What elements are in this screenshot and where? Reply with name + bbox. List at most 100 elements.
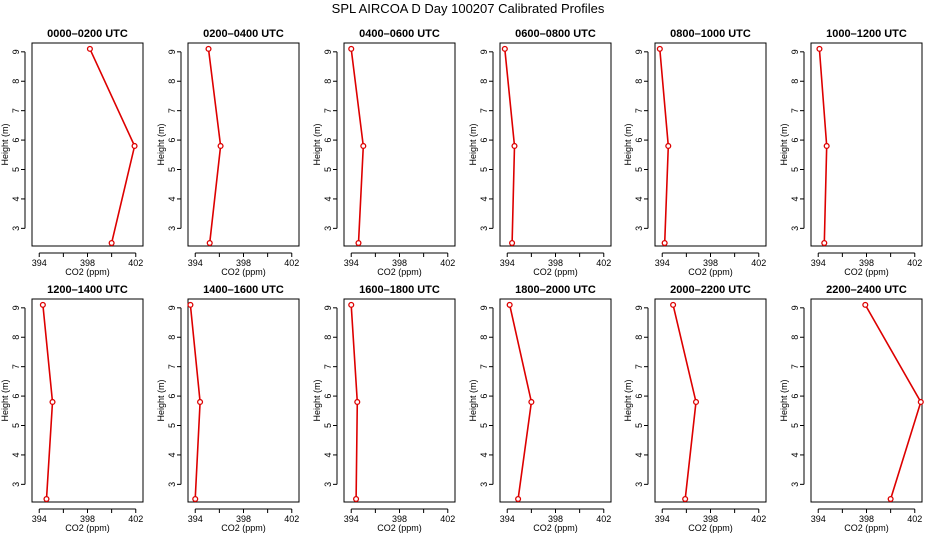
y-tick-label: 3: [167, 226, 177, 231]
y-tick-label: 5: [323, 167, 333, 172]
x-axis-label: CO2 (ppm): [688, 523, 733, 533]
data-point: [661, 240, 668, 247]
y-tick-label: 3: [634, 226, 644, 231]
x-tick-label: 394: [500, 514, 515, 524]
x-tick-label: 398: [548, 514, 563, 524]
x-tick-label: 394: [500, 258, 515, 268]
x-axis-label: CO2 (ppm): [377, 523, 422, 533]
profile-line: [864, 304, 922, 500]
x-tick-label: 402: [907, 258, 922, 268]
y-tick-label: 8: [790, 79, 800, 84]
chart-panel: 0600–0800 UTC 394 398 402 CO2 (ppm) 3 4 5 6 7 8 9 He…: [468, 28, 612, 277]
x-tick-label: 394: [344, 514, 359, 524]
x-axis-label: CO2 (ppm): [221, 267, 266, 277]
y-tick-label: 7: [11, 364, 21, 369]
data-point: [206, 240, 213, 247]
x-tick-label: 398: [859, 258, 874, 268]
panel-title: 0400–0600 UTC: [359, 28, 440, 40]
y-tick-label: 6: [479, 138, 489, 143]
y-axis-label: Height (m): [468, 123, 478, 165]
y-tick-label: 5: [790, 167, 800, 172]
y-tick-label: 7: [634, 364, 644, 369]
x-tick-label: 402: [751, 258, 766, 268]
y-tick-label: 4: [479, 196, 489, 201]
x-axis-label: CO2 (ppm): [377, 267, 422, 277]
y-tick-label: 8: [479, 79, 489, 84]
y-tick-label: 6: [634, 394, 644, 399]
y-tick-label: 7: [479, 108, 489, 113]
data-point: [353, 496, 360, 503]
y-axis-label: Height (m): [312, 379, 322, 421]
data-point: [187, 301, 194, 308]
chart-panel: 1400–1600 UTC 394 398 402 CO2 (ppm) 3 4 5 6 7 8 9 He…: [156, 284, 300, 533]
y-tick-label: 3: [479, 226, 489, 231]
chart-panel: 1800–2000 UTC 394 398 402 CO2 (ppm) 3 4 5 6 7 8 9 He…: [468, 284, 612, 533]
chart-panel: 1200–1400 UTC 394 398 402 CO2 (ppm) 3 4 5 6 7 8 9 He…: [0, 284, 144, 533]
data-point: [682, 496, 689, 503]
data-point: [49, 398, 56, 406]
data-point: [192, 496, 199, 503]
data-point: [509, 240, 516, 247]
y-tick-label: 4: [167, 196, 177, 201]
profile-line: [89, 48, 136, 244]
x-tick-label: 402: [128, 514, 143, 524]
plot-frame: [31, 298, 144, 503]
x-tick-label: 398: [859, 514, 874, 524]
y-tick-label: 9: [634, 305, 644, 310]
data-point: [348, 301, 355, 308]
chart-panel: 0400–0600 UTC 394 398 402 CO2 (ppm) 3 4 5 6 7 8 9 He…: [312, 28, 456, 277]
data-point: [360, 142, 367, 150]
y-tick-label: 8: [11, 335, 21, 340]
y-tick-label: 4: [790, 196, 800, 201]
y-tick-label: 4: [323, 196, 333, 201]
plot-frame: [31, 42, 144, 247]
data-point: [354, 398, 361, 406]
x-tick-label: 398: [703, 514, 718, 524]
x-tick-label: 402: [907, 514, 922, 524]
y-tick-label: 7: [323, 108, 333, 113]
data-point: [821, 240, 828, 247]
x-tick-label: 394: [344, 258, 359, 268]
y-tick-label: 4: [634, 452, 644, 457]
x-tick-label: 398: [236, 514, 251, 524]
profile-line: [508, 304, 533, 500]
y-tick-label: 3: [790, 226, 800, 231]
y-axis-label: Height (m): [779, 123, 789, 165]
y-tick-label: 7: [167, 364, 177, 369]
y-tick-label: 5: [634, 423, 644, 428]
panel-title: 1000–1200 UTC: [826, 28, 907, 40]
x-axis-label: CO2 (ppm): [844, 523, 889, 533]
x-tick-label: 402: [596, 258, 611, 268]
panel-title: 0200–0400 UTC: [203, 28, 284, 40]
y-tick-label: 7: [790, 364, 800, 369]
y-tick-label: 7: [790, 108, 800, 113]
y-axis-label: Height (m): [156, 123, 166, 165]
plot-frame: [187, 298, 300, 503]
y-axis-label: Height (m): [623, 379, 633, 421]
x-tick-label: 394: [811, 258, 826, 268]
y-tick-label: 9: [11, 305, 21, 310]
chart-panel: 2200–2400 UTC 394 398 402 CO2 (ppm) 3 4 5 6 7 8 9 He…: [779, 284, 924, 533]
y-tick-label: 6: [167, 394, 177, 399]
y-tick-label: 4: [11, 452, 21, 457]
panel-title: 1400–1600 UTC: [203, 284, 284, 296]
x-tick-label: 398: [236, 258, 251, 268]
panel-title: 2000–2200 UTC: [670, 284, 751, 296]
y-tick-label: 3: [11, 226, 21, 231]
x-tick-label: 402: [751, 514, 766, 524]
y-tick-label: 8: [11, 79, 21, 84]
y-tick-label: 9: [790, 49, 800, 54]
x-axis-label: CO2 (ppm): [533, 267, 578, 277]
y-tick-label: 9: [479, 305, 489, 310]
x-tick-label: 402: [440, 258, 455, 268]
plot-frame: [343, 42, 456, 247]
x-axis-label: CO2 (ppm): [221, 523, 266, 533]
x-axis-label: CO2 (ppm): [65, 523, 110, 533]
data-point: [131, 142, 138, 150]
x-tick-label: 402: [596, 514, 611, 524]
chart-panel: 1000–1200 UTC 394 398 402 CO2 (ppm) 3 4 5 6 7 8 9 He…: [779, 28, 923, 277]
data-point: [656, 45, 663, 52]
x-tick-label: 394: [655, 258, 670, 268]
panel-title: 0600–0800 UTC: [515, 28, 596, 40]
y-tick-label: 7: [634, 108, 644, 113]
